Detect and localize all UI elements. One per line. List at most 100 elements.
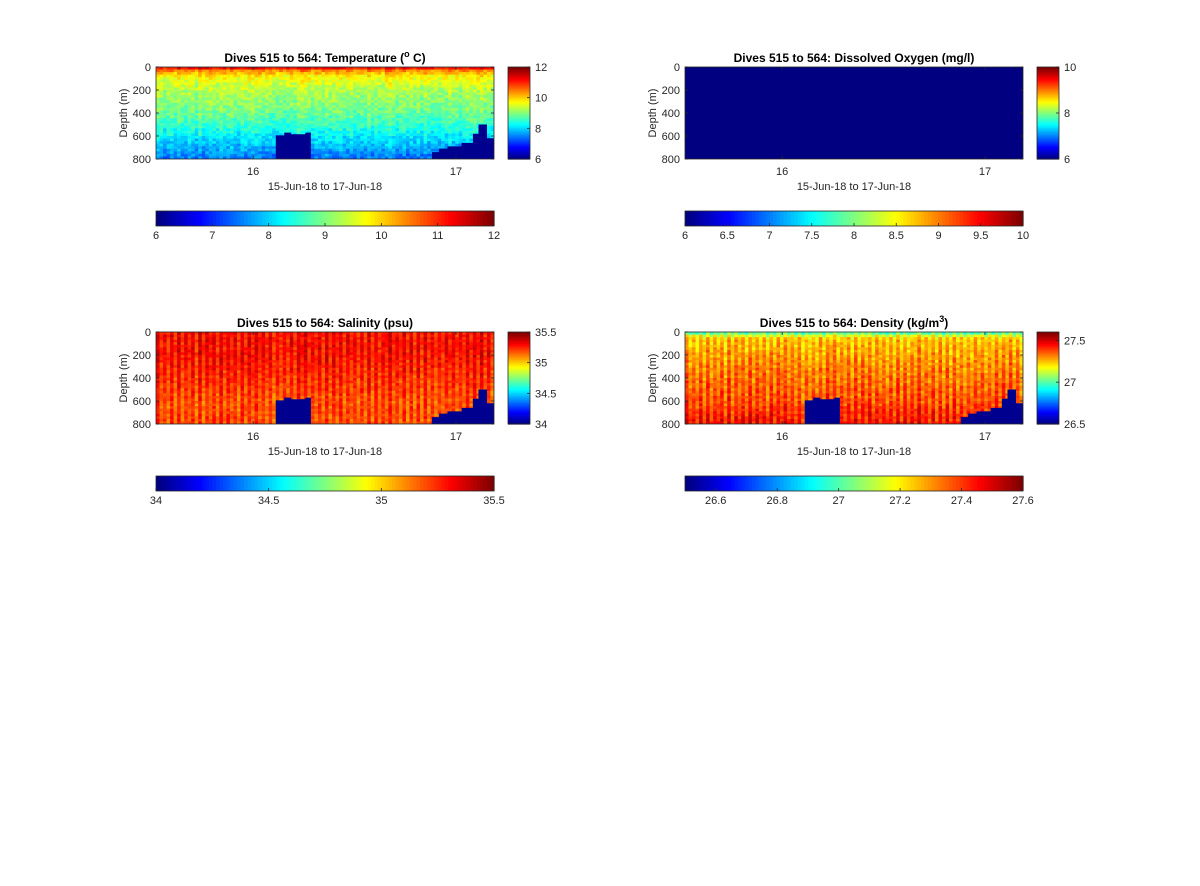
- x-axis-label: 15-Jun-18 to 17-Jun-18: [797, 446, 911, 458]
- colorbar-tick-label: 10: [1017, 230, 1029, 242]
- colorbar-tick-label: 7: [766, 230, 772, 242]
- chart-panel-temperature: 0 200 400 600 800 16 17 Dives 515 to 564: Tempe…: [118, 49, 547, 242]
- colorbar-tick-label: 34.5: [258, 495, 279, 507]
- colorbar-tick-label: 26.8: [766, 495, 787, 507]
- y-tick-label: 400: [662, 108, 680, 120]
- colorbar-tick-label: 35.5: [483, 495, 504, 507]
- colorbar-tick-label: 10: [535, 93, 547, 105]
- y-tick-label: 0: [145, 327, 151, 339]
- x-tick-label: 17: [979, 431, 991, 443]
- colorbar-tick-label: 9: [322, 230, 328, 242]
- colorbar-tick-label: 27.6: [1012, 495, 1033, 507]
- colorbar-tick-label: 27.5: [1064, 335, 1085, 347]
- y-tick-label: 0: [674, 327, 680, 339]
- no-data-mask-temperature: [275, 124, 494, 159]
- x-tick-label: 16: [247, 166, 259, 178]
- colorbar-tick-label: 6: [535, 154, 541, 166]
- y-tick-label: 600: [133, 131, 151, 143]
- colorbar-tick-label: 34.5: [535, 388, 556, 400]
- colorbar-tick-label: 7: [209, 230, 215, 242]
- chart-title: Dives 515 to 564: Temperature (o C): [224, 49, 425, 65]
- heatmap-field-temperature: [156, 67, 494, 159]
- colorbar-tick-label: 10: [375, 230, 387, 242]
- x-tick-label: 17: [450, 431, 462, 443]
- colorbar-tick-label: 35: [535, 358, 547, 370]
- colorbar-tick-label: 11: [432, 230, 443, 242]
- colorbar-tick-label: 34: [535, 419, 547, 431]
- y-axis-label: Depth (m): [647, 354, 659, 403]
- colorbar-tick-label: 35.5: [535, 327, 556, 339]
- colorbar-tick-label: 6: [1064, 154, 1070, 166]
- y-tick-label: 600: [133, 396, 151, 408]
- colorbar-tick-label: 8: [266, 230, 272, 242]
- y-tick-label: 200: [133, 85, 151, 97]
- colorbar-tick-label: 8: [535, 123, 541, 135]
- chart-panel-salinity: 0 200 400 600 800 16 17 Dives 515 to 564: Salin…: [118, 316, 556, 507]
- no-data-mask-density: [804, 389, 1023, 424]
- y-tick-label: 800: [662, 154, 680, 166]
- x-axis-label: 15-Jun-18 to 17-Jun-18: [797, 181, 911, 193]
- y-tick-label: 800: [133, 154, 151, 166]
- chart-panel-oxygen: 0 200 400 600 800 16 17 Dives 515 to 564: Disso…: [647, 51, 1076, 242]
- y-tick-label: 800: [662, 419, 680, 431]
- colorbar-tick-label: 8.5: [889, 230, 904, 242]
- colorbar-tick-label: 9: [935, 230, 941, 242]
- y-tick-label: 600: [662, 131, 680, 143]
- y-tick-label: 0: [145, 62, 151, 74]
- colorbar-tick-label: 8: [851, 230, 857, 242]
- colorbar-tick-label: 7.5: [804, 230, 819, 242]
- x-tick-label: 16: [776, 166, 788, 178]
- x-axis-label: 15-Jun-18 to 17-Jun-18: [268, 181, 382, 193]
- heatmap-field-salinity: [156, 332, 494, 424]
- y-tick-label: 400: [133, 108, 151, 120]
- y-tick-label: 200: [662, 85, 680, 97]
- chart-title: Dives 515 to 564: Salinity (psu): [237, 316, 413, 330]
- colorbar-tick-label: 6.5: [720, 230, 735, 242]
- colorbar-tick-label: 8: [1064, 108, 1070, 120]
- y-tick-label: 200: [133, 350, 151, 362]
- x-tick-label: 17: [450, 166, 462, 178]
- colorbar-tick-label: 6: [682, 230, 688, 242]
- heatmap-field-oxygen: [685, 67, 1023, 159]
- colorbar-tick-label: 26.5: [1064, 419, 1085, 431]
- y-tick-label: 600: [662, 396, 680, 408]
- no-data-mask-salinity: [275, 389, 494, 424]
- colorbar-tick-label: 12: [535, 62, 547, 74]
- bottom-colorbar-oxygen: 6 6.5 7 7.5 8 8.5 9 9.5 10: [682, 210, 1029, 242]
- x-tick-label: 17: [979, 166, 991, 178]
- side-colorbar-temperature: 6 8 10 12: [507, 62, 547, 166]
- y-axis-label: Depth (m): [118, 354, 130, 403]
- x-axis-label: 15-Jun-18 to 17-Jun-18: [268, 446, 382, 458]
- colorbar-tick-label: 27.4: [951, 495, 972, 507]
- y-axis-label: Depth (m): [647, 89, 659, 138]
- y-tick-label: 200: [662, 350, 680, 362]
- chart-panel-density: 0 200 400 600 800 16 17 Dives 515 to 564: Densi…: [647, 314, 1085, 507]
- bottom-colorbar-temperature: 6 7 8 9 10 11 12: [153, 210, 500, 242]
- colorbar-tick-label: 34: [150, 495, 162, 507]
- side-colorbar-oxygen: 6 8 10: [1036, 62, 1076, 166]
- y-tick-label: 400: [133, 373, 151, 385]
- bottom-colorbar-salinity: 34 34.5 35 35.5: [150, 475, 505, 507]
- y-axis-label: Depth (m): [118, 89, 130, 138]
- x-tick-label: 16: [776, 431, 788, 443]
- colorbar-tick-label: 6: [153, 230, 159, 242]
- colorbar-tick-label: 26.6: [705, 495, 726, 507]
- x-tick-label: 16: [247, 431, 259, 443]
- bottom-colorbar-density: 26.6 26.8 27 27.2 27.4 27.6: [684, 475, 1034, 507]
- colorbar-tick-label: 9.5: [973, 230, 988, 242]
- colorbar-tick-label: 10: [1064, 62, 1076, 74]
- colorbar-tick-label: 27: [833, 495, 845, 507]
- colorbar-tick-label: 35: [375, 495, 387, 507]
- y-tick-label: 800: [133, 419, 151, 431]
- colorbar-tick-label: 27.2: [889, 495, 910, 507]
- chart-title: Dives 515 to 564: Dissolved Oxygen (mg/l…: [734, 51, 975, 65]
- heatmap-field-density: [685, 332, 1023, 424]
- side-colorbar-density: 26.5 27 27.5: [1036, 331, 1085, 431]
- colorbar-tick-label: 27: [1064, 377, 1076, 389]
- y-tick-label: 400: [662, 373, 680, 385]
- colorbar-tick-label: 12: [488, 230, 500, 242]
- chart-title: Dives 515 to 564: Density (kg/m3): [760, 314, 948, 330]
- y-tick-label: 0: [674, 62, 680, 74]
- side-colorbar-salinity: 34 34.5 35 35.5: [507, 327, 556, 431]
